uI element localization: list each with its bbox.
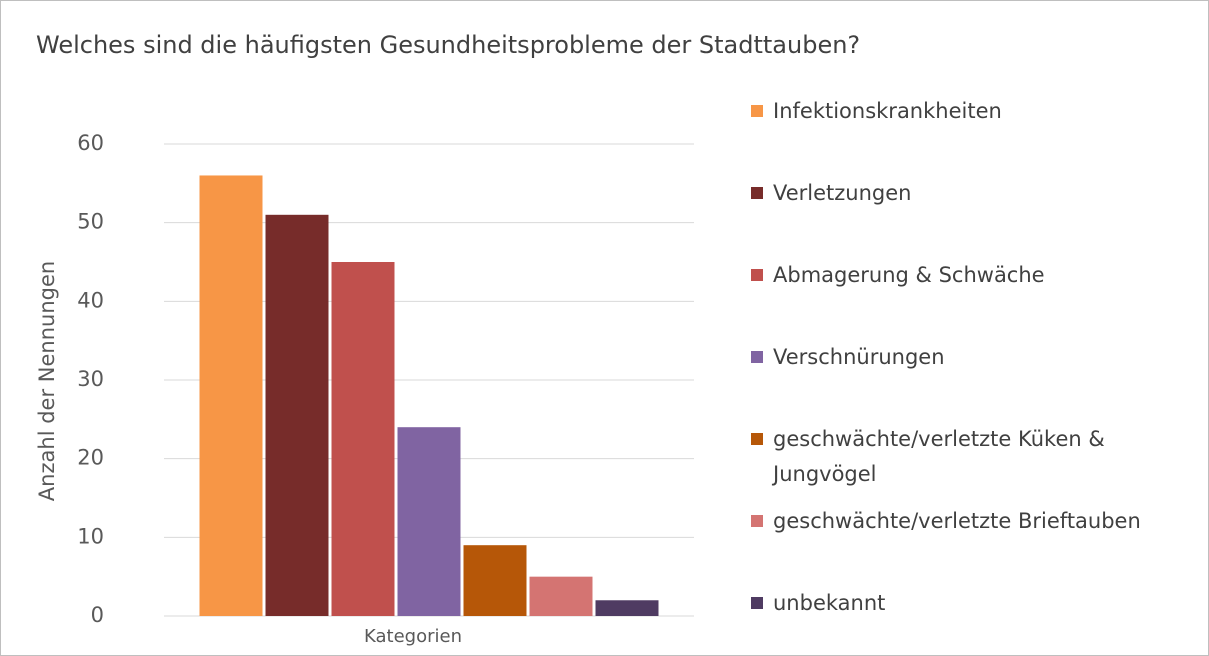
y-axis-label: Anzahl der Nennungen bbox=[35, 261, 59, 501]
bar bbox=[397, 427, 461, 616]
legend-label: geschwächte/verletzte Küken & Jungvögel bbox=[773, 427, 1105, 486]
bar bbox=[331, 262, 395, 616]
legend-label: Verletzungen bbox=[773, 181, 912, 205]
y-tick-label: 0 bbox=[91, 603, 104, 627]
y-tick-label: 10 bbox=[77, 524, 104, 548]
legend-item: geschwächte/verletzte Brieftauben bbox=[751, 504, 1191, 539]
legend-swatch bbox=[751, 187, 763, 199]
legend-item: Verschnürungen bbox=[751, 340, 1191, 375]
y-tick-label: 50 bbox=[77, 210, 104, 234]
legend-item: Infektionskrankheiten bbox=[751, 94, 1191, 129]
legend-swatch bbox=[751, 433, 763, 445]
legend-swatch bbox=[751, 597, 763, 609]
bar bbox=[529, 576, 593, 616]
bar bbox=[463, 545, 527, 616]
bar bbox=[199, 175, 263, 616]
legend-swatch bbox=[751, 269, 763, 281]
bar bbox=[595, 600, 659, 616]
y-tick-label: 60 bbox=[77, 131, 104, 155]
legend-label: Verschnürungen bbox=[773, 345, 945, 369]
chart-title: Welches sind die häufigsten Gesundheitsp… bbox=[36, 31, 860, 59]
legend-item: unbekannt bbox=[751, 586, 1191, 621]
y-tick-label: 20 bbox=[77, 446, 104, 470]
legend-item: Verletzungen bbox=[751, 176, 1191, 211]
legend-swatch bbox=[751, 351, 763, 363]
legend-item: geschwächte/verletzte Küken & Jungvögel bbox=[751, 422, 1191, 492]
legend-swatch bbox=[751, 515, 763, 527]
legend-label: Infektionskrankheiten bbox=[773, 99, 1002, 123]
x-axis-label: Kategorien bbox=[364, 626, 462, 647]
y-tick-label: 40 bbox=[77, 288, 104, 312]
legend-swatch bbox=[751, 105, 763, 117]
legend-item: Abmagerung & Schwäche bbox=[751, 258, 1191, 293]
legend-label: unbekannt bbox=[773, 591, 886, 615]
y-tick-label: 30 bbox=[77, 367, 104, 391]
legend-label: Abmagerung & Schwäche bbox=[773, 263, 1045, 287]
legend-label: geschwächte/verletzte Brieftauben bbox=[773, 509, 1141, 533]
bar bbox=[265, 214, 329, 617]
